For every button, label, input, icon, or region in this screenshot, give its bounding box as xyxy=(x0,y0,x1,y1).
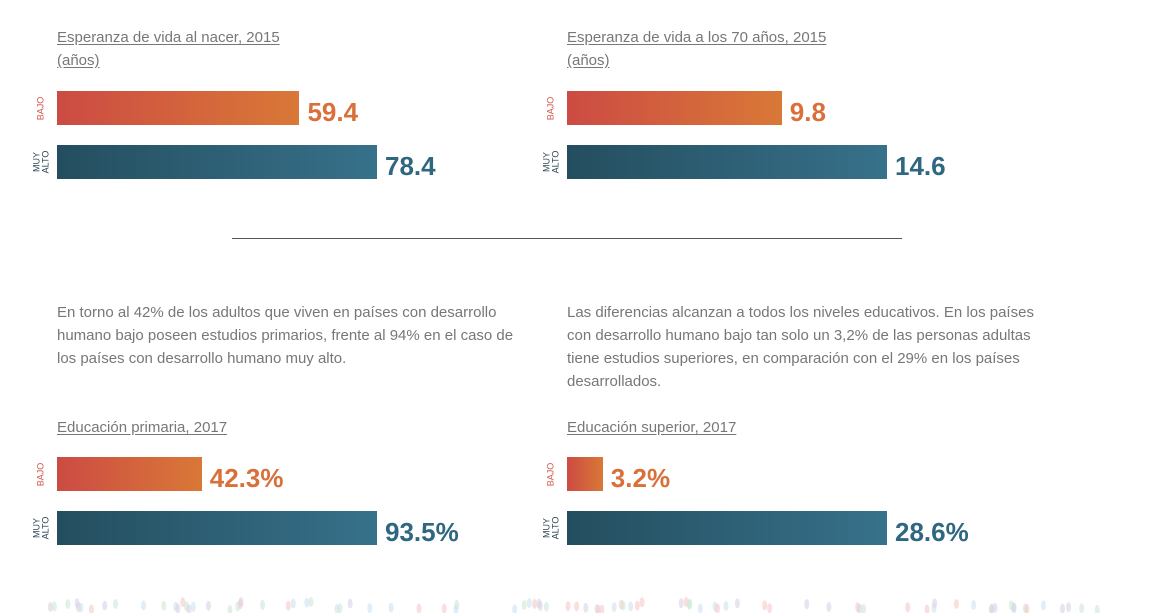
category-label: MUY ALTO xyxy=(537,145,565,179)
decorative-dot xyxy=(260,600,265,610)
bar xyxy=(567,145,887,179)
chart-title: Educación superior, 2017 xyxy=(567,416,867,439)
decorative-dot xyxy=(574,601,579,611)
bar xyxy=(57,91,299,125)
value-label: 9.8 xyxy=(790,97,826,128)
decorative-dot xyxy=(635,601,640,611)
decorative-dot xyxy=(1095,605,1100,613)
category-label: BAJO xyxy=(27,91,55,125)
value-label: 14.6 xyxy=(895,151,946,182)
decorative-dot xyxy=(291,599,296,609)
decorative-dot xyxy=(286,601,291,611)
decorative-dot xyxy=(141,600,146,610)
decorative-dot xyxy=(621,601,626,611)
decorative-dot xyxy=(367,603,372,613)
bar xyxy=(57,145,377,179)
bar xyxy=(57,457,202,491)
decorative-dot xyxy=(48,602,53,612)
decorative-dot xyxy=(905,602,910,612)
decorative-dot xyxy=(536,599,541,609)
category-label: MUY ALTO xyxy=(537,511,565,545)
decorative-dot xyxy=(931,603,936,613)
decorative-dot xyxy=(239,597,244,607)
decorative-dot xyxy=(78,603,83,613)
value-label: 28.6% xyxy=(895,517,969,548)
category-label: BAJO xyxy=(27,457,55,491)
decorative-dot xyxy=(532,599,537,609)
value-label: 78.4 xyxy=(385,151,436,182)
decorative-dot xyxy=(612,602,617,612)
decorative-dot xyxy=(1079,603,1084,613)
category-label: MUY ALTO xyxy=(27,511,55,545)
value-label: 42.3% xyxy=(210,463,284,494)
decorative-dot xyxy=(1060,604,1065,613)
decorative-dot xyxy=(762,600,767,610)
decorative-dot xyxy=(723,601,728,611)
decorative-dot xyxy=(544,602,549,612)
decorative-dot xyxy=(191,602,196,612)
decorative-dot xyxy=(161,601,166,611)
decorative-dot xyxy=(767,603,772,613)
category-label: MUY ALTO xyxy=(27,145,55,179)
decorative-dot xyxy=(804,599,809,609)
decorative-dot xyxy=(180,597,185,607)
decorative-dot xyxy=(337,603,342,613)
bar xyxy=(57,511,377,545)
value-label: 93.5% xyxy=(385,517,459,548)
decorative-dot xyxy=(442,604,447,613)
decorative-dot xyxy=(522,600,527,610)
decorative-dot xyxy=(566,601,571,611)
bar xyxy=(567,457,603,491)
decorative-dot xyxy=(640,597,645,607)
decorative-dot xyxy=(861,604,866,613)
decorative-dot xyxy=(826,602,831,612)
decorative-dot xyxy=(89,604,94,613)
paragraph-higher: Las diferencias alcanzan a todos los niv… xyxy=(567,301,1042,393)
decorative-dot xyxy=(512,604,517,613)
chart-title: Esperanza de vida a los 70 años, 2015 (añ… xyxy=(567,26,867,72)
decorative-dot xyxy=(679,598,684,608)
decorative-dot xyxy=(113,599,118,609)
value-label: 3.2% xyxy=(611,463,670,494)
decorative-dot xyxy=(925,605,930,613)
decorative-dot xyxy=(698,604,703,613)
divider xyxy=(232,238,902,239)
decorative-dot xyxy=(1041,600,1046,610)
decorative-dot xyxy=(65,599,70,609)
decorative-dot xyxy=(304,598,309,608)
decorative-dots xyxy=(0,596,1156,613)
decorative-dot xyxy=(628,601,633,611)
chart-title: Esperanza de vida al nacer, 2015 (años) xyxy=(57,26,357,72)
decorative-dot xyxy=(309,597,314,607)
decorative-dot xyxy=(1066,602,1071,612)
category-label: BAJO xyxy=(537,457,565,491)
decorative-dot xyxy=(348,599,353,609)
decorative-dot xyxy=(735,598,740,608)
decorative-dot xyxy=(1011,602,1016,612)
decorative-dot xyxy=(102,601,107,611)
decorative-dot xyxy=(687,599,692,609)
value-label: 59.4 xyxy=(307,97,358,128)
decorative-dot xyxy=(227,605,232,613)
decorative-dot xyxy=(971,600,976,610)
chart-title: Educación primaria, 2017 xyxy=(57,416,357,439)
decorative-dot xyxy=(416,604,421,613)
bar xyxy=(567,91,782,125)
decorative-dot xyxy=(583,603,588,613)
category-label: BAJO xyxy=(537,91,565,125)
decorative-dot xyxy=(389,603,394,613)
decorative-dot xyxy=(599,605,604,613)
decorative-dot xyxy=(527,598,532,608)
paragraph-primary: En torno al 42% de los adultos que viven… xyxy=(57,301,532,370)
decorative-dot xyxy=(954,599,959,609)
decorative-dot xyxy=(206,601,211,611)
bar xyxy=(567,511,887,545)
